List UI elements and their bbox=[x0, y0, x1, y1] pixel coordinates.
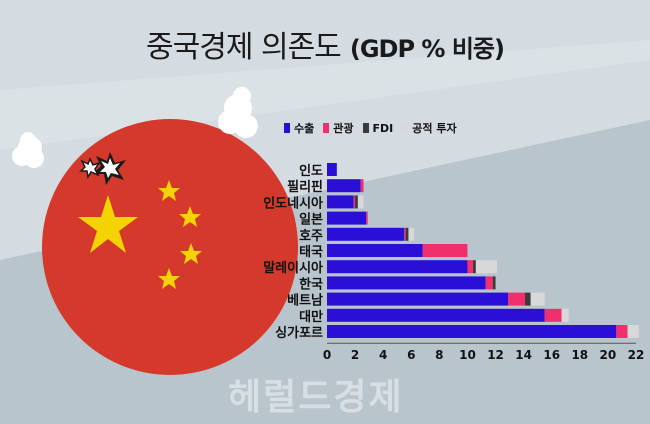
legend-label: FDI bbox=[372, 121, 394, 135]
bar-segment bbox=[327, 260, 468, 274]
x-tick-label: 0 bbox=[323, 348, 331, 362]
bar-segment bbox=[327, 244, 423, 257]
legend-swatch bbox=[323, 123, 330, 133]
category-label: 호주 bbox=[299, 229, 323, 244]
bar-segment bbox=[467, 260, 474, 274]
legend-swatch bbox=[362, 123, 369, 133]
chart-title: 중국경제 의존도 (GDP % 비중) bbox=[0, 22, 650, 66]
x-tick-label: 10 bbox=[459, 348, 476, 362]
category-label: 인도 bbox=[299, 163, 323, 179]
bar-segment bbox=[404, 227, 406, 241]
legend-item: 공적 투자 bbox=[402, 120, 457, 136]
legend-swatch bbox=[284, 123, 290, 133]
cloud-right-icon bbox=[218, 87, 258, 138]
bar-segment bbox=[327, 276, 486, 290]
x-tick-label: 12 bbox=[487, 348, 504, 362]
bar-segment bbox=[327, 227, 405, 241]
legend-swatch bbox=[402, 123, 409, 133]
category-label: 태국 bbox=[299, 245, 323, 260]
legend-label: 수출 bbox=[294, 122, 315, 135]
bar-segment bbox=[327, 292, 509, 306]
bar-segment bbox=[475, 260, 497, 274]
x-tick-label: 8 bbox=[435, 348, 443, 362]
title-sub: (GDP % 비중) bbox=[349, 35, 505, 63]
title-main: 중국경제 의존도 bbox=[146, 30, 342, 65]
bar-segment bbox=[408, 227, 415, 241]
bar-segment bbox=[327, 179, 361, 193]
x-tick-label: 18 bbox=[571, 348, 588, 362]
legend-item: 관광 bbox=[323, 120, 354, 136]
category-label: 말레이시아 bbox=[263, 260, 323, 276]
bar-segment bbox=[353, 195, 356, 209]
category-label: 필리핀 bbox=[287, 179, 323, 195]
bar-segment bbox=[530, 292, 545, 306]
x-tick-label: 20 bbox=[600, 348, 617, 362]
bar-segment bbox=[327, 308, 545, 322]
category-label: 한국 bbox=[299, 276, 323, 292]
bar-segment bbox=[355, 195, 358, 209]
bar-segment bbox=[544, 308, 562, 322]
bar-segment bbox=[327, 325, 617, 338]
bar-segment bbox=[327, 211, 367, 225]
x-tick-label: 6 bbox=[407, 348, 415, 362]
legend-item: FDI bbox=[362, 121, 394, 135]
bar-segment bbox=[616, 325, 628, 338]
bar-segment bbox=[360, 179, 364, 193]
category-label: 베트남 bbox=[287, 293, 323, 309]
bar-segment bbox=[405, 227, 409, 241]
x-tick-label: 2 bbox=[351, 348, 359, 362]
category-label: 일본 bbox=[299, 213, 323, 228]
x-tick-label: 22 bbox=[628, 348, 645, 362]
bar-segment bbox=[422, 244, 468, 257]
x-tick-label: 16 bbox=[543, 348, 560, 362]
bar-segment bbox=[627, 325, 639, 338]
bar-segment bbox=[366, 211, 368, 225]
conflict-burst-icon bbox=[93, 152, 126, 185]
bar-segment bbox=[508, 292, 526, 306]
category-label: 인도네시아 bbox=[263, 195, 323, 211]
x-tick-label: 14 bbox=[515, 348, 532, 362]
legend-label: 공적 투자 bbox=[412, 122, 457, 135]
category-label: 싱가포르 bbox=[275, 326, 323, 341]
small-burst-icon bbox=[79, 157, 101, 180]
bar-segment bbox=[561, 308, 569, 322]
bar-segment bbox=[485, 276, 493, 290]
bar-segment bbox=[327, 163, 337, 176]
bar-segment bbox=[525, 292, 531, 306]
x-tick-label: 4 bbox=[379, 348, 387, 362]
legend-item: 수출 bbox=[284, 120, 314, 136]
bar-segment bbox=[492, 276, 496, 290]
bar-segment bbox=[473, 260, 476, 274]
cloud-left-icon bbox=[12, 132, 44, 168]
watermark: 헤럴드경제 bbox=[228, 377, 404, 418]
legend-label: 관광 bbox=[333, 122, 354, 135]
chart-legend: 수출 관광 FDI 공적 투자 bbox=[284, 120, 466, 136]
bar-segment bbox=[357, 195, 364, 209]
category-label: 대만 bbox=[299, 309, 323, 325]
bar-segment bbox=[327, 195, 354, 209]
